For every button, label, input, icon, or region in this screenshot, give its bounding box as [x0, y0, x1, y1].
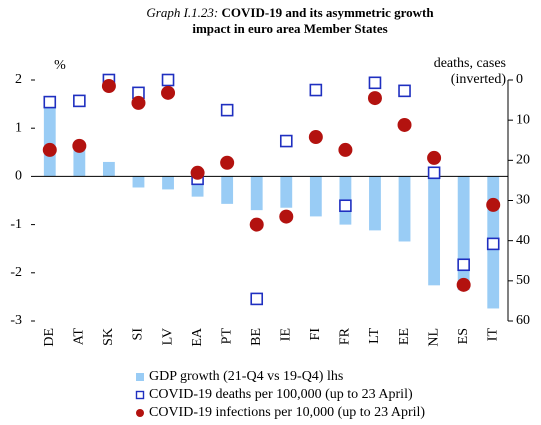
x-tick-label: FR [338, 327, 353, 345]
bar [457, 176, 470, 291]
square-marker [73, 94, 86, 108]
bar [280, 176, 293, 208]
y2-tick-label: 0 [516, 72, 523, 87]
x-tick-label: FI [308, 328, 323, 341]
circle-marker [427, 150, 442, 165]
bar [428, 176, 441, 286]
circle-marker [367, 91, 382, 106]
circle-marker [42, 142, 57, 157]
legend-swatch [135, 390, 145, 400]
square-marker [220, 103, 234, 117]
y-tick-label: 0 [15, 169, 22, 184]
x-tick-label: SK [101, 328, 116, 346]
x-tick-label: SI [131, 328, 146, 341]
square-marker [161, 73, 175, 87]
bar [102, 161, 115, 177]
bar [73, 147, 86, 177]
legend-label: COVID-19 infections per 10,000 (up to 23… [149, 405, 425, 420]
y-tick-label: 1 [15, 120, 22, 135]
bar [250, 176, 263, 211]
x-tick-label: LV [160, 328, 175, 345]
x-tick-label: ES [456, 328, 471, 344]
bar [43, 101, 56, 177]
x-tick-label: IT [485, 328, 500, 342]
circle-marker [161, 85, 176, 100]
square-marker [368, 76, 382, 90]
circle-marker [101, 79, 116, 94]
bar [221, 176, 234, 204]
y2-tick-label: 40 [516, 233, 530, 248]
circle-marker [72, 138, 87, 153]
bar [132, 176, 145, 188]
circle-marker [220, 155, 235, 170]
circle-marker [338, 142, 353, 157]
x-tick-label: LT [367, 328, 382, 344]
y2-tick-label: 30 [516, 193, 530, 208]
circle-marker [486, 197, 501, 212]
y-tick-label: -2 [10, 265, 22, 280]
title-line: impact in euro area Member States [192, 21, 387, 36]
circle-marker [131, 95, 146, 110]
x-tick-label: IE [279, 328, 294, 341]
legend-label: COVID-19 deaths per 100,000 (up to 23 Ap… [149, 387, 413, 402]
y-tick-label: -3 [10, 313, 22, 328]
square-marker [339, 199, 352, 213]
bar [369, 176, 381, 231]
x-tick-label: BE [249, 328, 264, 346]
legend-swatch [136, 373, 144, 381]
legend-label: GDP growth (21-Q4 vs 19-Q4) lhs [149, 369, 343, 384]
y2-tick-label: 50 [516, 273, 530, 288]
square-marker [486, 237, 500, 251]
bar [162, 176, 174, 190]
bar [191, 176, 204, 197]
title-line: COVID-19 and its asymmetric growth [222, 5, 435, 20]
y2-tick-label: 10 [516, 112, 530, 127]
square-marker [457, 258, 470, 272]
x-tick-label: EE [397, 328, 412, 345]
circle-marker [190, 165, 205, 180]
square-marker [309, 83, 323, 97]
x-tick-label: AT [72, 328, 87, 346]
x-tick-label: PT [219, 328, 234, 345]
chart-title: Graph I.1.23: COVID-19 and its asymmetri… [146, 5, 434, 20]
title-label: Graph I.1.23: [146, 5, 218, 20]
y-tick-label: 2 [15, 72, 22, 87]
bar [398, 176, 411, 242]
x-tick-label: DE [42, 328, 57, 347]
y2-tick-label: 20 [516, 153, 530, 168]
square-marker [427, 166, 441, 180]
square-marker [43, 95, 57, 109]
square-marker [398, 84, 411, 98]
x-tick-label: NL [426, 328, 441, 347]
y-axis-label: % [54, 58, 66, 73]
circle-marker [456, 277, 471, 292]
circle-marker [249, 217, 264, 232]
y2-tick-label: 60 [516, 313, 530, 328]
circle-marker [279, 209, 294, 224]
y2-axis-label: deaths, cases [434, 56, 506, 71]
x-tick-label: EA [190, 327, 205, 347]
legend-swatch [136, 409, 144, 417]
square-marker [279, 134, 293, 148]
bar [309, 176, 322, 217]
y2-axis-label: (inverted) [451, 72, 507, 87]
y-tick-label: -1 [10, 217, 22, 232]
circle-marker [397, 117, 412, 132]
circle-marker [308, 130, 323, 145]
square-marker [250, 292, 264, 306]
